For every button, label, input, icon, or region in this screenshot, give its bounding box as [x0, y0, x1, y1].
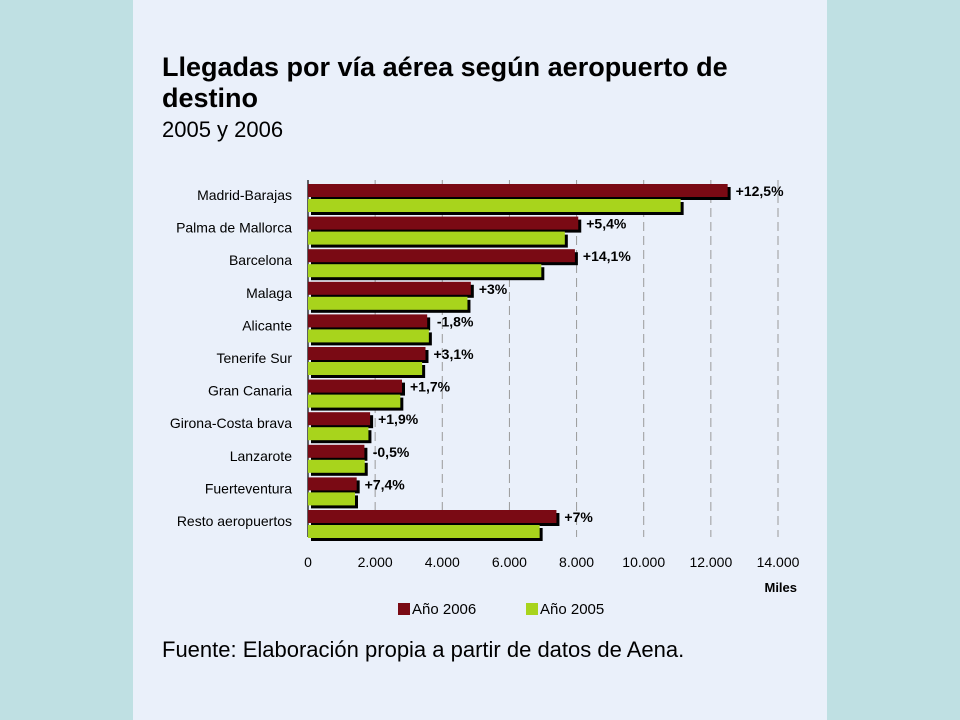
source-note: Fuente: Elaboración propia a partir de d…: [162, 637, 685, 662]
category-label: Fuerteventura: [205, 480, 292, 496]
x-tick-label: 10.000: [622, 554, 665, 570]
category-label: Palma de Mallorca: [176, 220, 292, 236]
bar-2005: [308, 427, 369, 441]
bar-2006: [308, 184, 728, 197]
category-label: Barcelona: [229, 252, 292, 268]
bar-2005: [308, 362, 423, 375]
bar-2006: [308, 314, 428, 328]
x-tick-label: 6.000: [492, 554, 527, 570]
category-label: Girona-Costa brava: [170, 415, 292, 431]
x-tick-label: 12.000: [689, 554, 732, 570]
legend-swatch: [526, 603, 538, 615]
bar-2006: [308, 249, 575, 263]
chart-title: Llegadas por vía aérea según aeropuerto …: [162, 52, 728, 113]
bar-2005: [308, 199, 681, 212]
bar-2006: [308, 281, 471, 295]
x-tick-label: 0: [304, 554, 312, 570]
data-label: +1,7%: [410, 379, 451, 395]
category-label: Alicante: [242, 317, 292, 333]
bar-2005: [308, 459, 365, 473]
bar-2005: [308, 525, 540, 538]
data-label: +3%: [479, 281, 508, 297]
x-tick-label: 4.000: [425, 554, 460, 570]
bar-2006: [308, 477, 357, 491]
bar-2005: [308, 492, 355, 506]
data-label: +14,1%: [583, 248, 631, 264]
x-axis-label: Miles: [764, 580, 797, 595]
data-label: +12,5%: [736, 183, 784, 199]
data-label: +5,4%: [586, 216, 627, 232]
bar-2006: [308, 412, 371, 426]
legend-label: Año 2005: [540, 601, 604, 618]
x-tick-label: 8.000: [559, 554, 594, 570]
chart-subtitle: 2005 y 2006: [162, 117, 284, 142]
legend-swatch: [398, 603, 410, 615]
category-label: Lanzarote: [230, 448, 292, 464]
bar-2006: [308, 216, 579, 230]
category-label: Madrid-Barajas: [197, 187, 292, 203]
data-label: +1,9%: [378, 411, 419, 427]
data-label: -0,5%: [373, 444, 410, 460]
legend-label: Año 2006: [412, 601, 476, 618]
bar-2005: [308, 264, 542, 278]
category-label: Tenerife Sur: [217, 350, 293, 366]
category-label: Malaga: [246, 285, 292, 301]
bar-2006: [308, 510, 557, 523]
bar-2006: [308, 379, 402, 393]
data-label: -1,8%: [437, 313, 474, 329]
bar-2006: [308, 347, 426, 360]
category-label: Gran Canaria: [208, 383, 292, 399]
data-label: +7%: [564, 509, 593, 525]
bar-2005: [308, 231, 565, 245]
x-tick-label: 2.000: [358, 554, 393, 570]
x-tick-label: 14.000: [757, 554, 800, 570]
data-label: +7,4%: [365, 476, 406, 492]
bar-2005: [308, 394, 401, 408]
slide-panel: [133, 0, 827, 720]
category-label: Resto aeropuertos: [177, 513, 292, 529]
bar-2005: [308, 329, 429, 343]
data-label: +3,1%: [434, 346, 475, 362]
bar-2005: [308, 296, 468, 310]
bar-2006: [308, 444, 365, 458]
